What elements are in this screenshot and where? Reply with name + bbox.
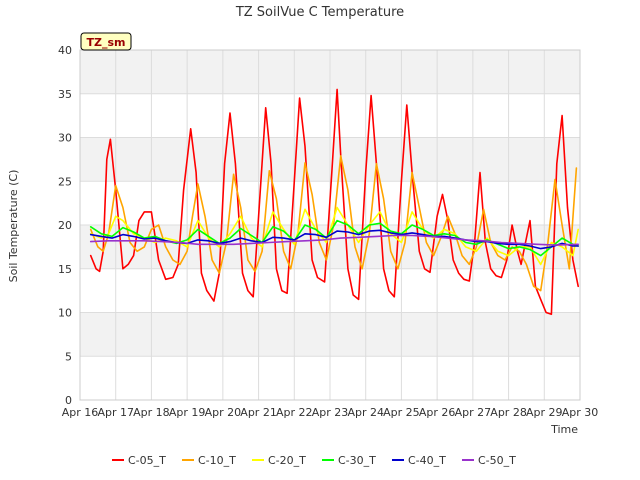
y-tick-label: 5 [65, 350, 72, 363]
series-line-c-05_t [89, 88, 580, 316]
chart-title: TZ SoilVue C Temperature [235, 5, 404, 20]
legend-label: C-20_T [268, 454, 306, 467]
y-tick-label: 10 [58, 307, 72, 320]
y-tick-label: 0 [65, 394, 72, 407]
series-line-c-50_t [89, 234, 580, 246]
y-tick-label: 20 [58, 219, 72, 232]
x-axis-label: Time [550, 423, 578, 436]
y-tick-labels: 0 5 10 15 20 25 30 35 40 [58, 44, 72, 407]
x-tick-label: Apr 18 [133, 406, 170, 419]
x-tick-label: Apr 19 [169, 406, 206, 419]
y-tick-label: 25 [58, 175, 72, 188]
y-axis-label: Soil Temperature (C) [7, 170, 20, 283]
x-tick-label: Apr 26 [419, 406, 456, 419]
x-tick-label: Apr 23 [312, 406, 349, 419]
x-tick-label: Apr 30 [562, 406, 599, 419]
x-tick-label: Apr 22 [276, 406, 313, 419]
x-tick-label: Apr 16 [62, 406, 99, 419]
x-tick-label: Apr 21 [240, 406, 277, 419]
x-tick-labels: Apr 16 Apr 17 Apr 18 Apr 19 Apr 20 Apr 21 Apr … [62, 406, 599, 419]
x-tick-label: Apr 27 [455, 406, 492, 419]
x-tick-label: Apr 28 [490, 406, 527, 419]
legend-item-c-50_t: C-50_T [462, 454, 516, 467]
site-badge: TZ_sm [80, 32, 132, 51]
legend-label: C-30_T [338, 454, 376, 467]
x-tick-label: Apr 25 [383, 406, 420, 419]
legend-label: C-40_T [408, 454, 446, 467]
series-line-c-20_t [89, 206, 580, 266]
y-tick-label: 30 [58, 132, 72, 145]
y-tick-label: 35 [58, 88, 72, 101]
series-layer [89, 88, 580, 316]
x-tick-label: Apr 24 [347, 406, 384, 419]
site-badge-label: TZ_sm [87, 36, 126, 49]
x-tick-label: Apr 20 [205, 406, 242, 419]
legend-item-c-40_t: C-40_T [392, 454, 446, 467]
legend-item-c-30_t: C-30_T [322, 454, 376, 467]
y-tick-label: 15 [58, 263, 72, 276]
y-tick-label: 40 [58, 44, 72, 57]
legend: C-05_T C-10_T C-20_T C-30_T C-40_T C-50_T [112, 454, 516, 467]
legend-item-c-10_t: C-10_T [182, 454, 236, 467]
legend-item-c-20_t: C-20_T [252, 454, 306, 467]
legend-label: C-50_T [478, 454, 516, 467]
x-tick-label: Apr 17 [97, 406, 134, 419]
legend-label: C-10_T [198, 454, 236, 467]
series-line-c-10_t [89, 155, 578, 292]
legend-item-c-05_t: C-05_T [112, 454, 166, 467]
x-tick-label: Apr 29 [526, 406, 563, 419]
legend-label: C-05_T [128, 454, 166, 467]
site-badge-box [80, 32, 132, 51]
plot-area-frame [79, 49, 581, 401]
